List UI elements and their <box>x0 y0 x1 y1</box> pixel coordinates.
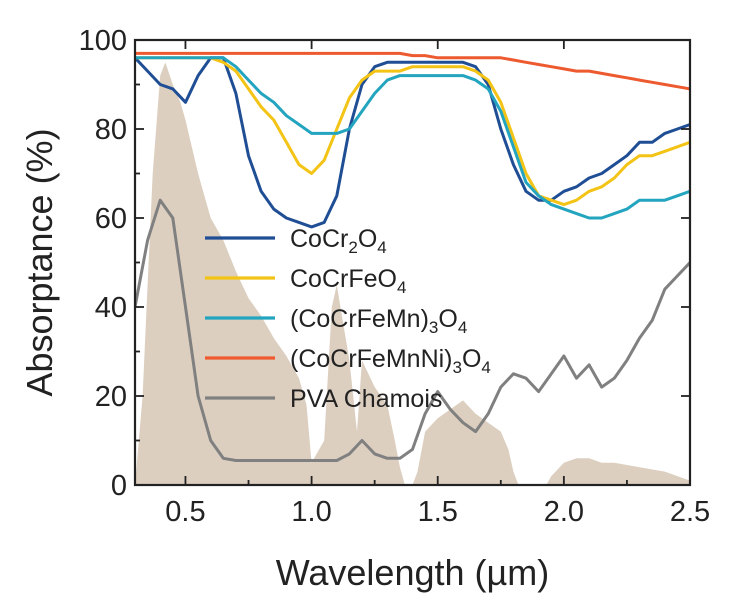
x-axis: 0.5 1.0 1.5 2.0 2.5 <box>165 40 710 528</box>
series-line-0 <box>135 56 690 229</box>
series-line-3 <box>135 51 690 91</box>
y-tick-label: 100 <box>79 25 127 57</box>
x-axis-title: Wavelength (µm) <box>276 552 549 593</box>
legend: CoCr2O4 CoCrFeO4 (CoCrFeMn)3O4 (CoCrFeMnNi)… <box>205 225 491 413</box>
legend-label-0: CoCr2O4 <box>290 225 387 257</box>
x-tick-label: 0.5 <box>165 496 205 528</box>
solar-spectrum-area <box>135 62 690 485</box>
series-line-4 <box>135 198 690 462</box>
series-line-2 <box>135 56 690 220</box>
x-tick-label: 1.5 <box>418 496 458 528</box>
y-tick-label: 40 <box>95 292 127 324</box>
y-tick-label: 60 <box>95 203 127 235</box>
legend-label-1: CoCrFeO4 <box>290 265 406 297</box>
y-tick-label: 0 <box>111 470 127 502</box>
y-axis: 0 20 40 60 80 100 <box>79 25 690 502</box>
y-axis-title: Absorptance (%) <box>19 128 60 396</box>
x-tick-label: 2.5 <box>670 496 710 528</box>
y-tick-label: 20 <box>95 381 127 413</box>
plot-area <box>135 51 690 485</box>
legend-label-2: (CoCrFeMn)3O4 <box>290 305 467 337</box>
legend-label-4: PVA Chamois <box>290 385 442 413</box>
series-lines <box>135 51 690 462</box>
x-tick-label: 2.0 <box>544 496 584 528</box>
series-line-1 <box>135 56 690 207</box>
y-tick-label: 80 <box>95 114 127 146</box>
x-tick-label: 1.0 <box>291 496 331 528</box>
legend-label-3: (CoCrFeMnNi)3O4 <box>290 345 491 377</box>
